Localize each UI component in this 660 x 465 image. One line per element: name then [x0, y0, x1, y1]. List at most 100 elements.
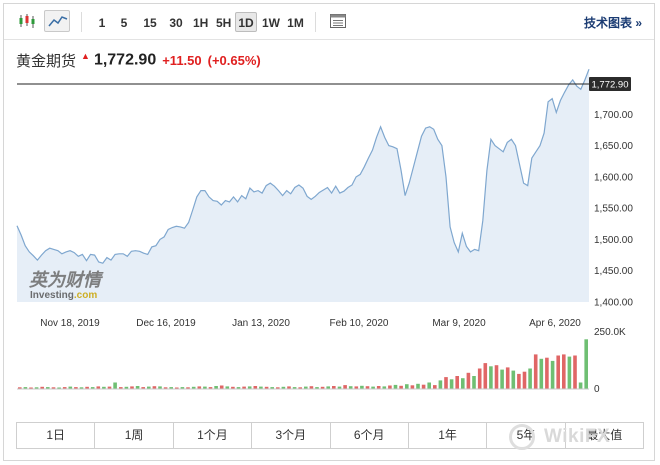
volume-bar: [124, 386, 129, 389]
volume-bar: [18, 387, 22, 389]
volume-bar: [23, 387, 28, 389]
volume-bar: [57, 387, 61, 389]
volume-bar: [253, 386, 258, 389]
instrument-name: 黄金期货: [16, 53, 77, 70]
volume-bar: [169, 387, 173, 389]
volume-bar: [584, 339, 588, 389]
volume-bar: [141, 387, 145, 389]
volume-bar: [556, 355, 560, 389]
volume-bar: [304, 386, 308, 389]
table-icon[interactable]: [325, 10, 351, 32]
toolbar-divider: [315, 12, 316, 32]
volume-bar: [90, 387, 95, 389]
volume-axis-zero-label: 0: [594, 384, 600, 395]
volume-bar: [438, 380, 443, 389]
volume-bar: [410, 385, 415, 389]
volume-bar: [376, 386, 381, 389]
volume-bar: [102, 386, 106, 389]
volume-bar: [399, 385, 403, 389]
range-1w[interactable]: 1周: [95, 423, 174, 448]
price-series-line: [16, 68, 590, 264]
interval-5[interactable]: 5: [120, 16, 128, 30]
volume-bar: [119, 387, 123, 389]
volume-bar: [29, 387, 33, 389]
range-1y[interactable]: 1年: [408, 423, 488, 448]
volume-bar: [197, 386, 202, 389]
volume-bar: [545, 357, 549, 389]
volume-bar: [186, 387, 190, 389]
y-tick-label: 1,650.00: [594, 141, 633, 152]
range-1d[interactable]: 1日: [17, 423, 96, 448]
line-chart-icon[interactable]: [44, 10, 70, 32]
chart-widget: 1 5 15 30 1H 5H 1D 1W 1M 技术图表 » 黄金期货 ▲ 1,7…: [3, 3, 655, 461]
range-selector: 1日 1周 1个月 3个月 6个月 1年 5年 最大值: [16, 422, 644, 449]
volume-bar: [343, 385, 347, 389]
volume-bar: [517, 373, 521, 389]
x-tick-label: Feb 10, 2020: [330, 318, 389, 329]
volume-bar: [550, 360, 555, 389]
volume-bar: [219, 385, 224, 389]
volume-bar: [472, 376, 476, 389]
volume-bar: [264, 386, 269, 389]
y-tick-label: 1,550.00: [594, 204, 633, 215]
interval-1[interactable]: 1: [98, 16, 106, 30]
x-axis-labels: Nov 18, 2019 Dec 16, 2019 Jan 13, 2020 Feb …: [40, 318, 581, 329]
x-tick-label: Apr 6, 2020: [529, 318, 581, 329]
volume-bar: [51, 387, 56, 389]
chart-toolbar: 1 5 15 30 1H 5H 1D 1W 1M 技术图表 »: [4, 4, 654, 40]
last-price-tag-label: 1,772.90: [592, 80, 629, 91]
volume-bar: [85, 386, 89, 389]
volume-bar: [152, 386, 157, 389]
volume-bar: [405, 384, 409, 389]
y-tick-label: 1,400.00: [594, 298, 633, 309]
volume-bar: [388, 385, 392, 389]
price-change-percent: (+0.65%): [207, 53, 261, 68]
price-chart[interactable]: 1,700.00 1,650.00 1,600.00 1,550.00 1,500.00…: [4, 4, 654, 414]
volume-bar: [231, 386, 235, 389]
interval-5h[interactable]: 5H: [216, 16, 232, 30]
volume-bar: [292, 387, 297, 389]
volume-bar: [298, 387, 302, 389]
volume-bar: [74, 387, 78, 389]
volume-bar: [573, 355, 577, 389]
volume-bar: [567, 356, 572, 389]
volume-bar: [208, 387, 213, 389]
volume-bar: [562, 354, 566, 389]
volume-bar: [214, 386, 218, 389]
volume-bar: [203, 386, 207, 389]
y-tick-label: 1,500.00: [594, 235, 633, 246]
candlestick-icon[interactable]: [14, 10, 40, 32]
interval-1w[interactable]: 1W: [262, 16, 280, 30]
volume-bar: [332, 386, 336, 389]
interval-15[interactable]: 15: [143, 16, 157, 30]
interval-1m[interactable]: 1M: [287, 16, 304, 30]
volume-bar: [281, 386, 286, 389]
volume-bar: [382, 386, 387, 389]
volume-bar: [40, 386, 44, 389]
volume-bar: [578, 382, 583, 389]
wikifx-logo-icon: [509, 424, 535, 450]
interval-1d[interactable]: 1D: [235, 12, 257, 32]
x-tick-label: Dec 16, 2019: [136, 318, 196, 329]
x-tick-label: Jan 13, 2020: [232, 318, 290, 329]
volume-bar: [348, 386, 353, 389]
volume-bar: [259, 386, 263, 389]
interval-1h[interactable]: 1H: [193, 16, 209, 30]
volume-bar: [477, 368, 482, 389]
volume-bar: [511, 370, 516, 389]
volume-bar: [326, 386, 330, 389]
range-6m[interactable]: 6个月: [330, 423, 409, 448]
volume-bar: [320, 386, 325, 389]
price-change: +11.50: [162, 53, 202, 68]
range-3m[interactable]: 3个月: [252, 423, 331, 448]
volume-bar: [360, 385, 364, 389]
price-area: [17, 69, 589, 302]
technical-chart-link[interactable]: 技术图表 »: [583, 16, 642, 30]
y-axis-labels: 1,700.00 1,650.00 1,600.00 1,550.00 1,500.00…: [594, 110, 633, 309]
range-1m[interactable]: 1个月: [173, 423, 253, 448]
interval-30[interactable]: 30: [169, 16, 183, 30]
investing-logo: 英为财情 Investing.com: [29, 270, 104, 301]
range-max[interactable]: 最大值: [565, 423, 643, 448]
wikifx-watermark: WikiFX: [544, 426, 611, 447]
y-tick-label: 1,450.00: [594, 266, 633, 277]
